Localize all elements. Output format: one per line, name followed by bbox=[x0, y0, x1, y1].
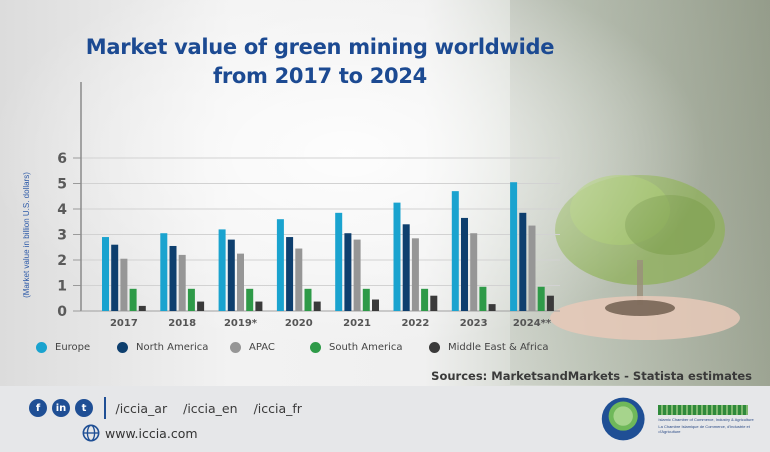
legend-label: South America bbox=[329, 342, 403, 353]
bar-middle-east-africa-2023 bbox=[488, 304, 496, 311]
source-note: Sources: MarketsandMarkets - Statista es… bbox=[431, 369, 752, 383]
bar-south-america-2024 bbox=[537, 286, 545, 311]
legend-swatch bbox=[310, 342, 321, 353]
bar-middle-east-africa-2019 bbox=[255, 301, 263, 311]
bar-middle-east-africa-2021 bbox=[372, 299, 379, 311]
chart-title-line-2: from 2017 to 2024 bbox=[213, 64, 427, 88]
legend-swatch bbox=[117, 342, 128, 353]
x-tick-label: 2023 bbox=[460, 318, 488, 329]
y-tick-label: 3 bbox=[57, 228, 67, 244]
website-url[interactable]: www.iccia.com bbox=[105, 425, 198, 441]
bar-middle-east-africa-2020 bbox=[313, 301, 321, 311]
linkedin-icon[interactable]: in bbox=[52, 399, 70, 417]
legend-item: Middle East & Africa bbox=[429, 342, 569, 353]
y-tick-label: 6 bbox=[57, 151, 67, 167]
x-tick-label: 2022 bbox=[401, 318, 429, 329]
bar-south-america-2021 bbox=[362, 288, 370, 311]
bar-middle-east-africa-2022 bbox=[430, 295, 438, 311]
legend-label: Europe bbox=[55, 342, 91, 353]
logo-arabic-text bbox=[658, 404, 749, 415]
x-tick-label: 2017 bbox=[110, 318, 138, 329]
legend-item: APAC bbox=[230, 342, 310, 353]
chart-title-line-1: Market value of green mining worldwide bbox=[85, 35, 555, 59]
bar-north-america-2017 bbox=[111, 244, 119, 311]
legend-swatch bbox=[36, 342, 47, 353]
handle-ar[interactable]: /iccia_ar bbox=[115, 400, 168, 416]
website-link[interactable]: www.iccia.com bbox=[82, 424, 198, 442]
bar-apac-2019 bbox=[237, 253, 244, 311]
bar-apac-2021 bbox=[353, 239, 361, 311]
y-tick-label: 2 bbox=[57, 253, 67, 269]
legend-label: APAC bbox=[249, 342, 275, 353]
legend-swatch bbox=[230, 342, 241, 353]
bar-south-america-2023 bbox=[479, 286, 487, 311]
x-tick-label: 2021 bbox=[343, 318, 371, 329]
legend-label: Middle East & Africa bbox=[448, 342, 549, 353]
bar-north-america-2020 bbox=[286, 237, 294, 311]
iccia-logo: Islamic Chamber of Commerce, Industry & … bbox=[594, 394, 770, 444]
bar-europe-2018 bbox=[160, 233, 168, 311]
twitter-icon[interactable]: t bbox=[75, 399, 93, 417]
y-tick-label: 0 bbox=[57, 304, 67, 320]
bar-europe-2017 bbox=[102, 237, 109, 311]
bar-europe-2024 bbox=[510, 182, 518, 311]
iccia-emblem-icon bbox=[601, 397, 645, 441]
y-tick-label: 4 bbox=[57, 202, 67, 218]
handle-en[interactable]: /iccia_en bbox=[183, 400, 238, 416]
y-tick-label: 1 bbox=[57, 279, 67, 295]
bar-europe-2019 bbox=[218, 229, 226, 311]
legend-label: North America bbox=[136, 342, 209, 353]
y-tick-label: 5 bbox=[57, 177, 67, 193]
bar-south-america-2019 bbox=[246, 288, 254, 311]
bar-south-america-2018 bbox=[187, 288, 195, 311]
y-axis-title: (Market value in billion U.S. dollars) bbox=[22, 172, 31, 298]
bar-north-america-2022 bbox=[402, 224, 410, 311]
bar-europe-2022 bbox=[393, 202, 401, 311]
bar-middle-east-africa-2024 bbox=[546, 295, 554, 311]
bar-south-america-2020 bbox=[304, 288, 312, 311]
bar-north-america-2018 bbox=[169, 245, 177, 311]
legend-item: South America bbox=[310, 342, 429, 353]
bar-europe-2021 bbox=[335, 212, 343, 311]
bar-apac-2020 bbox=[295, 248, 303, 311]
bar-apac-2017 bbox=[120, 258, 128, 311]
bar-apac-2023 bbox=[470, 233, 478, 311]
chart-legend: Europe North America APAC South America Midd… bbox=[36, 342, 569, 353]
divider bbox=[104, 397, 106, 419]
legend-swatch bbox=[429, 342, 440, 353]
x-tick-label: 2018 bbox=[168, 318, 196, 329]
handle-fr[interactable]: /iccia_fr bbox=[253, 400, 302, 416]
x-tick-label: 2019* bbox=[224, 318, 258, 329]
logo-english-text: Islamic Chamber of Commerce, Industry & … bbox=[658, 416, 754, 422]
globe-icon bbox=[82, 424, 100, 442]
bar-europe-2023 bbox=[451, 191, 459, 311]
facebook-icon[interactable]: f bbox=[29, 399, 47, 417]
bar-south-america-2017 bbox=[129, 288, 137, 311]
bar-north-america-2023 bbox=[461, 217, 468, 311]
bar-apac-2024 bbox=[528, 225, 536, 311]
social-links: f in t /iccia_ar /iccia_en /iccia_fr bbox=[29, 397, 318, 419]
x-tick-label: 2024** bbox=[513, 318, 552, 329]
legend-item: North America bbox=[117, 342, 230, 353]
logo-french-text: La Chambre Islamique de Commerce, d'Indu… bbox=[658, 423, 750, 434]
bar-middle-east-africa-2018 bbox=[197, 301, 205, 311]
x-tick-label: 2020 bbox=[285, 318, 313, 329]
bar-north-america-2019 bbox=[227, 239, 235, 311]
legend-item: Europe bbox=[36, 342, 117, 353]
bar-north-america-2024 bbox=[519, 212, 527, 311]
bar-apac-2022 bbox=[411, 238, 419, 311]
bar-middle-east-africa-2017 bbox=[138, 305, 146, 311]
bar-north-america-2021 bbox=[344, 233, 352, 311]
bar-apac-2018 bbox=[178, 254, 186, 311]
bar-south-america-2022 bbox=[421, 288, 429, 311]
bar-europe-2020 bbox=[276, 219, 284, 311]
